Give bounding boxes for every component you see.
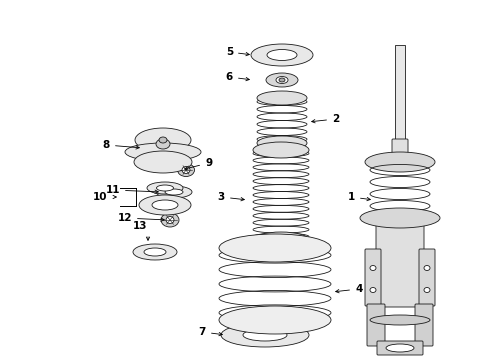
Ellipse shape bbox=[266, 49, 296, 60]
Ellipse shape bbox=[257, 91, 306, 105]
Ellipse shape bbox=[252, 232, 308, 248]
Ellipse shape bbox=[275, 77, 287, 84]
Ellipse shape bbox=[125, 143, 201, 161]
FancyBboxPatch shape bbox=[391, 139, 407, 161]
Text: 8: 8 bbox=[102, 140, 139, 150]
Ellipse shape bbox=[182, 166, 190, 174]
Ellipse shape bbox=[156, 185, 173, 191]
Ellipse shape bbox=[147, 182, 183, 194]
Text: 12: 12 bbox=[117, 213, 164, 223]
FancyBboxPatch shape bbox=[414, 304, 432, 346]
Ellipse shape bbox=[369, 266, 375, 270]
Text: 13: 13 bbox=[132, 221, 147, 231]
Text: 1: 1 bbox=[347, 192, 369, 202]
Ellipse shape bbox=[219, 234, 330, 262]
Ellipse shape bbox=[359, 208, 439, 228]
FancyBboxPatch shape bbox=[376, 341, 422, 355]
Ellipse shape bbox=[156, 186, 192, 198]
Ellipse shape bbox=[252, 142, 308, 158]
Text: 10: 10 bbox=[93, 192, 107, 202]
Ellipse shape bbox=[177, 163, 194, 176]
Ellipse shape bbox=[156, 139, 170, 149]
Ellipse shape bbox=[265, 73, 297, 87]
Ellipse shape bbox=[279, 78, 285, 82]
Text: 7: 7 bbox=[198, 327, 222, 337]
Ellipse shape bbox=[369, 288, 375, 292]
Ellipse shape bbox=[135, 128, 191, 152]
Ellipse shape bbox=[364, 152, 434, 172]
Ellipse shape bbox=[423, 288, 429, 292]
Ellipse shape bbox=[369, 315, 429, 325]
FancyBboxPatch shape bbox=[366, 304, 384, 346]
Ellipse shape bbox=[143, 248, 165, 256]
Ellipse shape bbox=[385, 344, 413, 352]
Ellipse shape bbox=[139, 195, 191, 215]
Ellipse shape bbox=[423, 266, 429, 270]
Ellipse shape bbox=[164, 189, 183, 195]
Text: 4: 4 bbox=[335, 284, 362, 294]
Ellipse shape bbox=[133, 244, 177, 260]
Text: 9: 9 bbox=[184, 158, 212, 170]
Ellipse shape bbox=[165, 216, 174, 224]
Ellipse shape bbox=[152, 200, 178, 210]
Ellipse shape bbox=[250, 44, 312, 66]
Ellipse shape bbox=[221, 323, 308, 347]
Ellipse shape bbox=[219, 306, 330, 334]
Text: 6: 6 bbox=[225, 72, 249, 82]
Ellipse shape bbox=[257, 136, 306, 150]
Ellipse shape bbox=[159, 137, 167, 143]
Ellipse shape bbox=[161, 213, 179, 227]
FancyBboxPatch shape bbox=[364, 249, 380, 306]
Ellipse shape bbox=[243, 329, 286, 341]
FancyBboxPatch shape bbox=[418, 249, 434, 306]
Text: 5: 5 bbox=[225, 47, 249, 57]
Text: 11: 11 bbox=[105, 185, 158, 195]
Text: 2: 2 bbox=[311, 114, 339, 124]
Ellipse shape bbox=[134, 151, 192, 173]
Text: 3: 3 bbox=[217, 192, 244, 202]
FancyBboxPatch shape bbox=[375, 223, 423, 307]
Bar bbox=[394, 45, 404, 140]
